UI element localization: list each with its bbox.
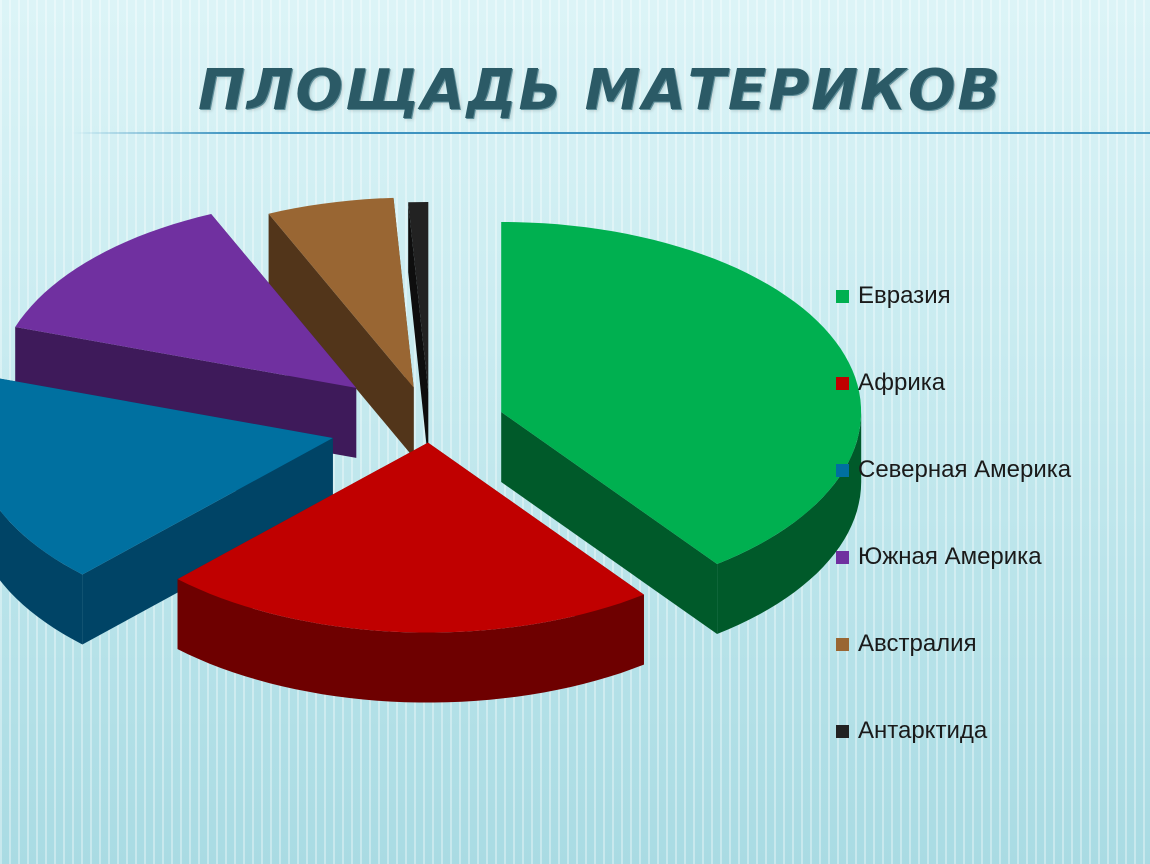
legend-swatch xyxy=(836,377,849,390)
pie-slices xyxy=(0,197,862,703)
legend-label: Антарктида xyxy=(858,717,988,744)
legend-item-africa: Африка xyxy=(836,365,1136,452)
legend-label: Евразия xyxy=(858,282,951,309)
pie-slice-eurasia-side xyxy=(717,412,862,634)
page-title: ПЛОЩАДЬ МАТЕРИКОВ xyxy=(198,58,1003,123)
pie-slice-antarctica xyxy=(408,202,429,392)
pie-slice-eurasia xyxy=(501,222,862,564)
pie-slice-australia-side xyxy=(268,213,414,458)
legend-item-eurasia: Евразия xyxy=(836,278,1136,365)
pie-slice-antarctica-side xyxy=(408,202,429,463)
legend-label: Южная Америка xyxy=(858,543,1042,570)
legend-swatch xyxy=(836,725,849,738)
pie-slice-north-america xyxy=(0,378,333,575)
legend-item-north-america: Северная Америка xyxy=(836,452,1136,539)
legend-swatch xyxy=(836,464,849,477)
legend-swatch xyxy=(836,551,849,564)
legend-label: Африка xyxy=(858,369,946,396)
legend-swatch xyxy=(836,290,849,303)
pie-slice-south-america-side xyxy=(15,327,357,458)
title-underline xyxy=(72,132,1150,134)
legend-label: Северная Америка xyxy=(858,456,1072,483)
pie-slice-south-america xyxy=(15,214,357,388)
legend-item-south-america: Южная Америка xyxy=(836,539,1136,626)
legend-label: Австралия xyxy=(858,630,977,657)
pie-slice-north-america-side xyxy=(0,510,83,645)
pie-slice-australia xyxy=(268,197,414,388)
pie-slice-north-america-side xyxy=(82,438,333,645)
pie-slice-africa-side xyxy=(177,579,644,703)
legend-item-australia: Австралия xyxy=(836,626,1136,713)
title-area: ПЛОЩАДЬ МАТЕРИКОВ xyxy=(0,48,1150,138)
legend-item-antarctica: Антарктида xyxy=(836,713,1136,800)
legend-swatch xyxy=(836,638,849,651)
chart-legend: Евразия Африка Северная Америка Южная Ам… xyxy=(836,278,1136,800)
pie-slice-eurasia-side xyxy=(501,412,718,634)
pie-slice-africa xyxy=(177,442,644,633)
